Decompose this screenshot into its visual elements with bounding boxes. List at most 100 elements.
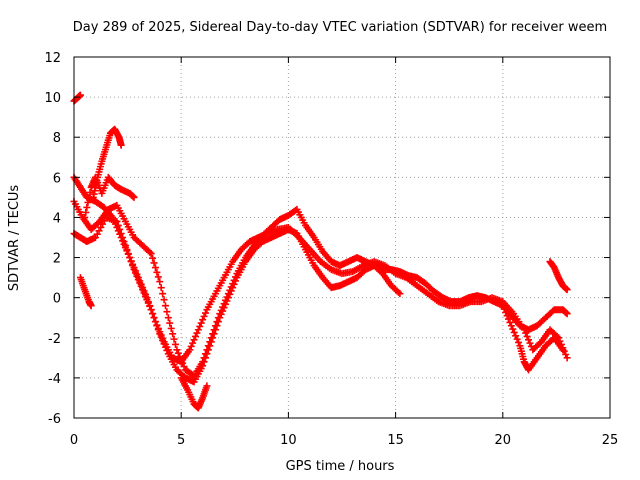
data-point [563,310,571,318]
y-tick-label: 8 [53,131,61,146]
data-point [113,217,121,225]
data-point [137,282,145,290]
data-point [174,349,182,357]
data-point [510,328,518,336]
data-point [563,286,571,294]
data-point [134,276,142,284]
y-tick-label: -6 [48,412,61,427]
data-point [82,208,90,216]
x-tick-label: 10 [280,433,297,448]
data-point [86,188,94,196]
x-tick-label: 20 [495,433,512,448]
data-point [173,346,181,354]
series-arc-5 [89,125,125,201]
data-point [199,362,207,370]
data-point [523,332,531,340]
data-point [116,225,124,233]
data-point [133,272,141,280]
data-point [153,322,161,330]
data-point [161,302,169,310]
data-point [206,342,214,350]
data-point [84,198,92,206]
data-point [167,324,175,332]
data-point [217,310,225,318]
data-point [147,306,155,314]
data-point [525,336,533,344]
data-point [213,322,221,330]
data-point [154,273,162,281]
data-point [124,250,132,258]
series-arc-7 [76,274,95,310]
data-point [200,358,208,366]
data-point [153,268,161,276]
data-point [81,213,89,221]
data-point [129,262,137,270]
data-point [157,333,165,341]
grid-layer [74,57,610,418]
data-point [512,332,520,340]
series-arc-8 [177,374,211,412]
data-point [197,319,205,327]
x-tick-label: 15 [387,433,404,448]
data-point [131,269,139,277]
data-point [207,338,215,346]
y-tick-label: 10 [44,91,61,106]
data-point [191,332,199,340]
data-point [499,302,507,310]
data-point [83,203,91,211]
data-point [76,91,84,99]
data-point [160,296,168,304]
data-point [210,330,218,338]
data-point [156,330,164,338]
data-point [157,284,165,292]
data-point [509,325,517,333]
data-point [201,309,209,317]
data-point [130,266,138,274]
y-tick-label: 0 [53,292,61,307]
data-point [156,278,164,286]
data-point [507,322,515,330]
data-point [143,296,151,304]
y-axis-label: SDTVAR / TECUs [7,185,22,292]
data-point [394,288,402,296]
data-point [154,326,162,334]
data-point [120,238,128,246]
data-point [163,308,171,316]
x-axis-label: GPS time / hours [286,459,395,474]
data-point [163,346,171,354]
data-point [187,342,195,350]
plot-frame [73,56,611,419]
x-tick-label: 0 [70,433,78,448]
x-tick-label: 5 [177,433,185,448]
data-point [147,250,155,258]
data-point [144,299,152,307]
data-point [87,302,95,310]
data-point [227,287,235,295]
data-point [203,350,211,358]
data-point [230,280,238,288]
data-point [563,354,571,362]
data-point [505,315,513,323]
data-point [146,302,154,310]
data-point [232,277,240,285]
data-point [123,246,131,254]
data-point [224,294,232,302]
data-point [176,352,184,360]
series-arc-3 [70,213,404,386]
data-point [149,254,157,262]
data-point [186,346,194,354]
data-point [114,221,122,229]
data-point [502,308,510,316]
data-point [159,290,167,298]
x-tick-labels: 0 5 10 15 20 25 [70,433,618,448]
data-point [151,318,159,326]
data-point [126,254,134,262]
data-point [222,300,230,308]
data-point [515,338,523,346]
y-tick-label: -2 [48,332,61,347]
data-point [169,330,177,338]
data-point [229,284,237,292]
data-point [500,305,508,313]
data-point [203,382,211,390]
